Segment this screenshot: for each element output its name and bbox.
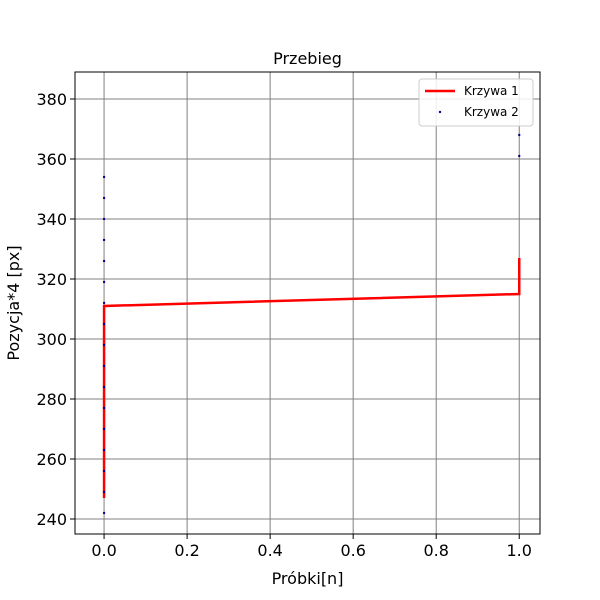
y-tick-label: 260 (36, 450, 67, 469)
x-tick-label: 0.0 (91, 541, 116, 560)
y-tick-label: 240 (36, 510, 67, 529)
x-axis-title: Próbki[n] (272, 569, 344, 588)
x-tick-label: 0.6 (340, 541, 365, 560)
grid (75, 72, 540, 534)
series-layer (102, 133, 521, 515)
legend-label-krzywa-2: Krzywa 2 (464, 105, 519, 119)
scatter-point-krzywa-2 (102, 301, 106, 305)
scatter-point-krzywa-2 (102, 196, 106, 200)
x-tick-label: 1.0 (507, 541, 532, 560)
scatter-point-krzywa-2 (102, 427, 106, 431)
scatter-point-krzywa-2 (102, 280, 106, 284)
scatter-point-krzywa-2 (102, 259, 106, 263)
x-tick-label: 0.2 (174, 541, 199, 560)
legend-swatch-krzywa-2 (438, 110, 442, 114)
scatter-point-krzywa-2 (102, 448, 106, 452)
scatter-point-krzywa-2 (518, 154, 521, 158)
scatter-point-krzywa-2 (102, 217, 106, 221)
scatter-point-krzywa-2 (518, 133, 521, 137)
plot-frame (74, 71, 541, 535)
series-line-krzywa-1 (102, 258, 521, 498)
y-tick-label: 280 (36, 390, 67, 409)
scatter-point-krzywa-2 (102, 343, 106, 347)
scatter-point-krzywa-2 (102, 175, 106, 179)
scatter-point-krzywa-2 (102, 490, 106, 494)
legend: Krzywa 1 Krzywa 2 (418, 78, 534, 127)
y-tick-label: 340 (36, 210, 67, 229)
scatter-point-krzywa-2 (102, 364, 106, 368)
y-tick-label: 380 (36, 90, 67, 109)
y-axis-title: Pozycja*4 [px] (4, 245, 23, 360)
scatter-point-krzywa-2 (102, 385, 106, 389)
y-axis: 240 260 280 300 320 340 360 380 (36, 90, 75, 529)
scatter-point-krzywa-2 (102, 322, 106, 326)
scatter-point-krzywa-2 (102, 511, 106, 515)
y-tick-label: 300 (36, 330, 67, 349)
scatter-point-krzywa-2 (102, 406, 106, 410)
scatter-point-krzywa-2 (102, 469, 106, 473)
y-tick-label: 360 (36, 150, 67, 169)
chart-title: Przebieg (273, 49, 342, 68)
x-tick-label: 0.8 (423, 541, 448, 560)
x-axis: 0.0 0.2 0.4 0.6 0.8 1.0 (91, 534, 532, 560)
y-tick-label: 320 (36, 270, 67, 289)
x-tick-label: 0.4 (257, 541, 282, 560)
legend-label-krzywa-1: Krzywa 1 (464, 84, 519, 98)
scatter-point-krzywa-2 (102, 238, 106, 242)
